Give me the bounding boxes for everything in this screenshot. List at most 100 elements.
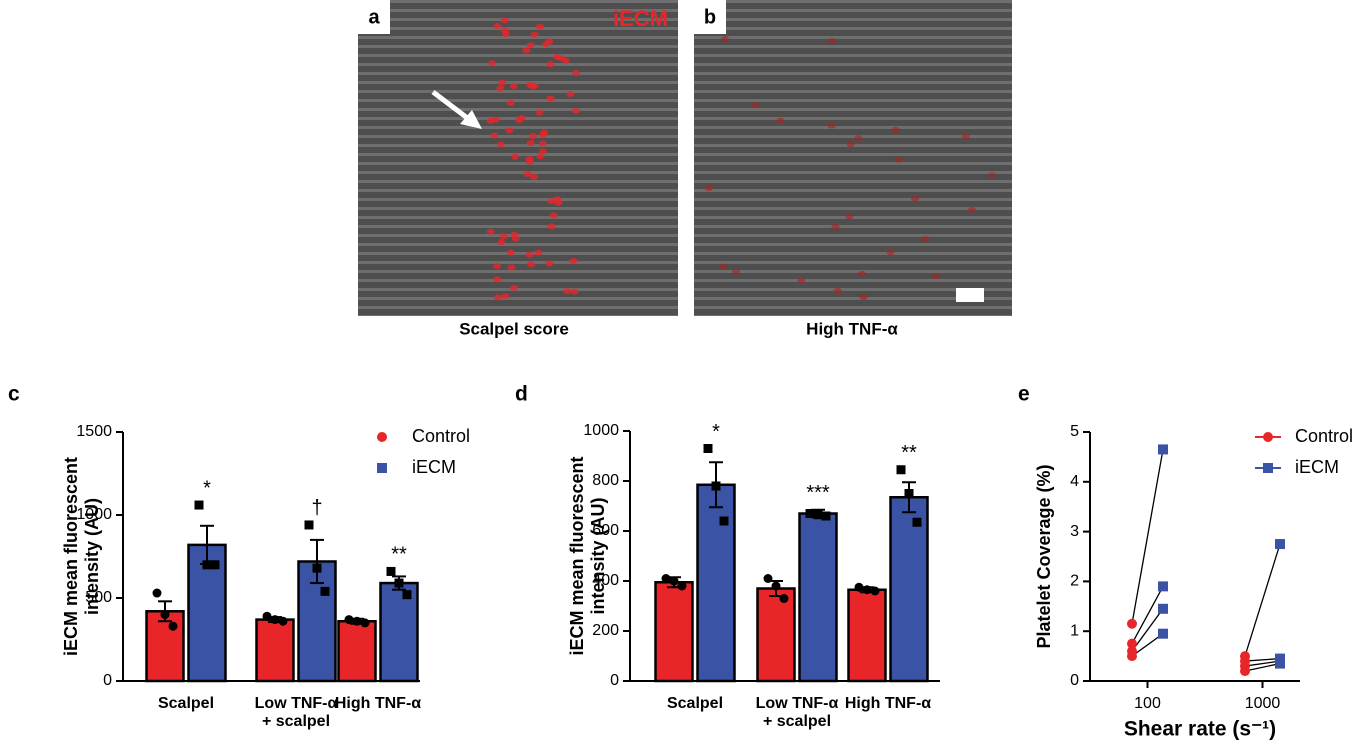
y-tick-label: 2 bbox=[1070, 573, 1079, 590]
cell bbox=[535, 23, 544, 30]
cell bbox=[530, 31, 539, 38]
cell bbox=[496, 85, 505, 92]
y-tick-label: 500 bbox=[85, 589, 112, 606]
cell bbox=[854, 135, 863, 142]
data-point bbox=[278, 616, 288, 626]
bar bbox=[847, 588, 887, 683]
data-point bbox=[711, 481, 721, 491]
cell bbox=[720, 36, 729, 43]
cell bbox=[523, 171, 532, 178]
cell bbox=[530, 174, 539, 181]
cell bbox=[538, 140, 547, 147]
cell bbox=[506, 99, 515, 106]
cell bbox=[911, 195, 920, 202]
cell bbox=[506, 249, 515, 256]
y-tick-label: 1500 bbox=[76, 423, 112, 440]
cell bbox=[827, 122, 836, 129]
cell bbox=[719, 263, 728, 270]
cell bbox=[569, 257, 578, 264]
y-tick-label: 400 bbox=[592, 572, 619, 589]
data-point bbox=[896, 465, 906, 475]
x-tick-label: Scalpel bbox=[158, 695, 214, 712]
legend-marker bbox=[377, 432, 387, 442]
cell bbox=[967, 206, 976, 213]
data-point bbox=[344, 615, 354, 625]
data-point bbox=[394, 578, 404, 588]
data-point bbox=[763, 574, 773, 583]
cell bbox=[932, 273, 941, 280]
panel-label: d bbox=[515, 383, 528, 406]
data-point bbox=[386, 566, 396, 576]
cell bbox=[857, 270, 866, 277]
data-point bbox=[1275, 539, 1285, 550]
data-point bbox=[703, 444, 713, 453]
data-point bbox=[779, 594, 789, 603]
pair-line bbox=[1131, 586, 1164, 644]
cell bbox=[961, 133, 970, 140]
data-point bbox=[719, 516, 729, 526]
cell bbox=[846, 141, 855, 148]
legend-marker bbox=[1263, 432, 1273, 442]
cell bbox=[491, 116, 500, 123]
cell bbox=[486, 228, 495, 235]
significance: *** bbox=[806, 482, 830, 504]
cell bbox=[549, 212, 558, 219]
cell bbox=[545, 260, 554, 267]
cell bbox=[499, 233, 508, 240]
data-point bbox=[202, 560, 212, 570]
bar bbox=[255, 618, 295, 683]
significance: ** bbox=[901, 442, 917, 464]
cell bbox=[509, 83, 518, 90]
cell bbox=[535, 109, 544, 116]
x-tick-label: 1000 bbox=[1245, 695, 1281, 712]
x-tick-label: High TNF-α bbox=[845, 695, 931, 712]
cell bbox=[894, 156, 903, 163]
cell bbox=[515, 117, 524, 124]
x-tick-label: 100 bbox=[1134, 695, 1161, 712]
legend-label: iECM bbox=[1295, 457, 1339, 477]
data-point bbox=[304, 520, 314, 530]
y-tick-label: 600 bbox=[592, 522, 619, 539]
cell bbox=[538, 148, 547, 155]
overlay-label: iECM bbox=[613, 6, 668, 31]
cell bbox=[571, 107, 580, 114]
y-tick-label: 200 bbox=[592, 622, 619, 639]
legend-label: Control bbox=[1295, 426, 1353, 446]
cell bbox=[566, 91, 575, 98]
x-tick-label: Low TNF-α + scalpel bbox=[756, 695, 839, 730]
cell bbox=[493, 22, 502, 29]
data-point bbox=[402, 590, 412, 600]
cell bbox=[501, 27, 510, 34]
data-point bbox=[312, 563, 322, 573]
x-tick-label: Low TNF-α + scalpel bbox=[255, 695, 338, 730]
panel-label: e bbox=[1018, 383, 1030, 406]
pair-line bbox=[1244, 662, 1281, 672]
micrograph-b: b bbox=[694, 0, 1012, 316]
cell bbox=[732, 268, 741, 275]
cell bbox=[557, 55, 566, 62]
cell bbox=[507, 264, 516, 271]
y-tick-label: 0 bbox=[1070, 672, 1079, 689]
data-point bbox=[152, 588, 162, 598]
cell bbox=[510, 284, 519, 291]
pair-line bbox=[1244, 543, 1281, 657]
data-point bbox=[352, 616, 362, 626]
cell bbox=[498, 79, 507, 86]
cell bbox=[490, 132, 499, 139]
legend-label: iECM bbox=[412, 457, 456, 477]
y-tick-label: 0 bbox=[610, 672, 619, 689]
cell bbox=[493, 263, 502, 270]
cell bbox=[563, 288, 572, 295]
y-tick-label: 800 bbox=[592, 472, 619, 489]
data-point bbox=[669, 576, 679, 586]
cell bbox=[496, 141, 505, 148]
cell bbox=[526, 42, 535, 49]
x-axis-label: Shear rate (s⁻¹) bbox=[1124, 718, 1276, 741]
data-point bbox=[210, 560, 220, 570]
panel-label: c bbox=[8, 383, 20, 406]
panel-label: a bbox=[368, 6, 380, 28]
pair-line bbox=[1244, 657, 1281, 662]
cell bbox=[845, 213, 854, 220]
cell bbox=[921, 236, 930, 243]
